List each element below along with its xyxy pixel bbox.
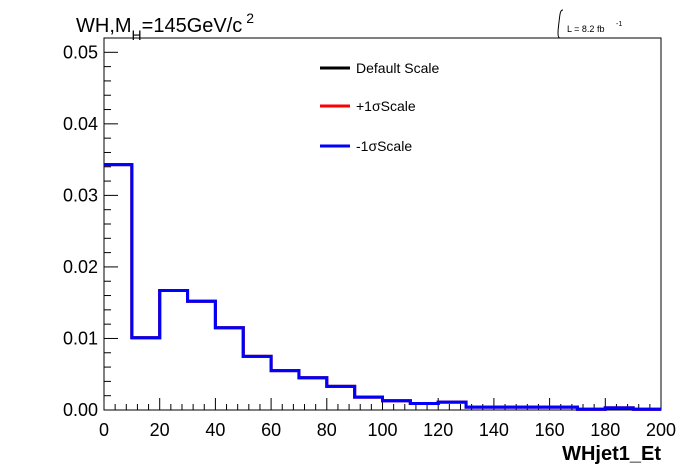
y-tick-label: 0.04 <box>63 114 98 134</box>
x-tick-label: 200 <box>646 420 676 440</box>
x-axis: 0 20 40 60 80 100 120 140 160 180 200 <box>99 398 676 440</box>
x-tick-label: 100 <box>367 420 397 440</box>
series-layer <box>104 163 661 411</box>
legend-label-plus: +1σScale <box>356 98 416 114</box>
x-tick-label: 60 <box>261 420 281 440</box>
y-tick-label: 0.05 <box>63 42 98 62</box>
lumi-superscript: -1 <box>616 21 622 28</box>
y-tick-label: 0.02 <box>63 257 98 277</box>
title-subscript: H <box>132 27 142 43</box>
legend-label-default: Default Scale <box>356 60 439 76</box>
legend-label-minus: -1σScale <box>356 138 412 154</box>
x-axis-title: WHjet1_Et <box>562 443 661 465</box>
y-axis: 0.00 0.01 0.02 0.03 0.04 0.05 <box>63 37 118 420</box>
x-tick-label: 20 <box>150 420 170 440</box>
x-tick-label: 120 <box>423 420 453 440</box>
y-tick-label: 0.01 <box>63 328 98 348</box>
series-line-2 <box>104 163 661 411</box>
legend: Default Scale +1σScale -1σScale <box>320 60 439 154</box>
title-rest: =145GeV/c <box>142 15 243 37</box>
lumi-text: L = 8.2 fb <box>567 24 604 34</box>
x-tick-label: 40 <box>205 420 225 440</box>
x-tick-label: 160 <box>535 420 565 440</box>
plot-title: WH,MH=145GeV/c 2 <box>76 10 254 43</box>
luminosity-label: L = 8.2 fb -1 <box>557 9 622 39</box>
title-superscript: 2 <box>246 10 254 26</box>
title-main: WH,M <box>76 15 132 37</box>
x-tick-label: 80 <box>317 420 337 440</box>
y-tick-label: 0.00 <box>63 400 98 420</box>
plot-frame <box>103 37 662 411</box>
x-tick-label: 140 <box>479 420 509 440</box>
integral-sign <box>557 9 564 39</box>
series-line-0 <box>104 163 661 411</box>
x-tick-label: 180 <box>590 420 620 440</box>
y-tick-label: 0.03 <box>63 185 98 205</box>
series-line-1 <box>104 163 661 411</box>
x-tick-label: 0 <box>99 420 109 440</box>
